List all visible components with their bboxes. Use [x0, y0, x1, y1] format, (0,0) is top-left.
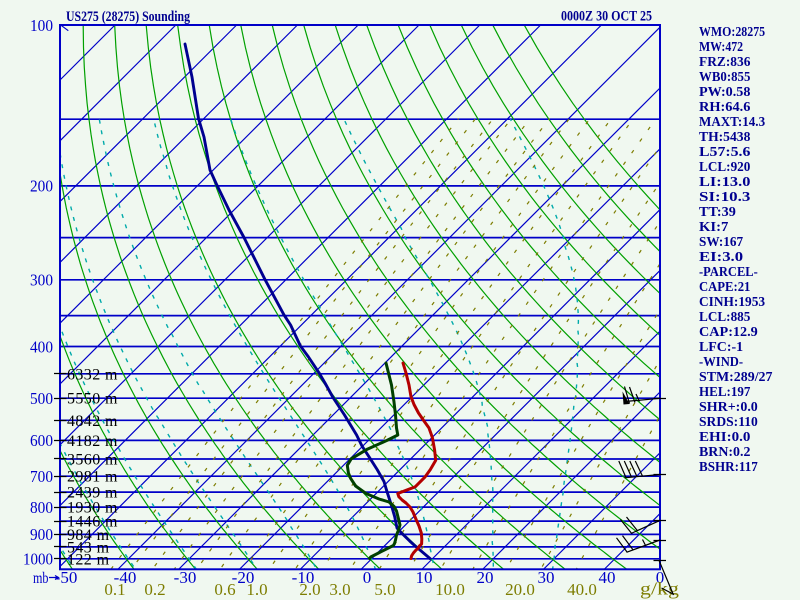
svg-text:EI:3.0: EI:3.0: [699, 249, 743, 264]
svg-text:5.0: 5.0: [374, 580, 395, 599]
svg-text:RH:64.6: RH:64.6: [699, 99, 751, 114]
svg-text:1.0: 1.0: [246, 580, 267, 599]
svg-text:30: 30: [538, 568, 555, 587]
svg-text:3560 m: 3560 m: [67, 452, 118, 469]
svg-text:L57:5.6: L57:5.6: [699, 144, 751, 159]
svg-text:SW:167: SW:167: [699, 234, 743, 249]
svg-text:STM:289/27: STM:289/27: [699, 369, 773, 384]
svg-text:EHI:0.0: EHI:0.0: [699, 429, 751, 444]
svg-text:0.1: 0.1: [104, 580, 125, 599]
svg-text:600: 600: [30, 431, 53, 450]
svg-text:TH:5438: TH:5438: [699, 129, 751, 144]
svg-text:700: 700: [30, 467, 53, 486]
svg-text:200: 200: [30, 177, 53, 196]
svg-text:4842 m: 4842 m: [67, 413, 118, 430]
svg-text:122 m: 122 m: [67, 551, 110, 568]
svg-text:-20: -20: [232, 568, 255, 587]
svg-text:LCL:885: LCL:885: [699, 309, 751, 324]
svg-text:HEL:197: HEL:197: [699, 384, 751, 399]
svg-text:US275 (28275) Sounding: US275 (28275) Sounding: [66, 9, 190, 25]
svg-text:SHR+:0.0: SHR+:0.0: [699, 399, 758, 414]
svg-text:300: 300: [30, 271, 53, 290]
svg-text:0: 0: [656, 568, 665, 587]
svg-text:CINH:1953: CINH:1953: [699, 294, 765, 309]
svg-text:-50: -50: [55, 568, 78, 587]
svg-text:900: 900: [30, 525, 53, 544]
svg-text:KI:7: KI:7: [699, 219, 729, 234]
svg-text:PW:0.58: PW:0.58: [699, 84, 751, 99]
svg-text:100: 100: [30, 16, 53, 35]
svg-text:-40: -40: [114, 568, 137, 587]
svg-text:FRZ:836: FRZ:836: [699, 54, 751, 69]
svg-text:400: 400: [30, 337, 53, 356]
svg-text:5550 m: 5550 m: [67, 391, 118, 408]
svg-text:WMO:28275: WMO:28275: [699, 24, 765, 39]
svg-text:2.0: 2.0: [299, 580, 320, 599]
svg-text:20.0: 20.0: [505, 580, 535, 599]
svg-text:2439 m: 2439 m: [67, 485, 118, 502]
svg-text:TT:39: TT:39: [699, 204, 736, 219]
svg-text:0.6: 0.6: [214, 580, 235, 599]
svg-text:40: 40: [599, 568, 616, 587]
svg-text:0: 0: [363, 568, 372, 587]
svg-text:g/kg: g/kg: [640, 579, 679, 599]
svg-text:10.0: 10.0: [435, 580, 465, 599]
svg-text:1446 m: 1446 m: [67, 514, 118, 531]
svg-text:20: 20: [477, 568, 494, 587]
svg-text:LFC:-1: LFC:-1: [699, 339, 743, 354]
svg-text:4182 m: 4182 m: [67, 433, 118, 450]
svg-text:MAXT:14.3: MAXT:14.3: [699, 114, 765, 129]
svg-text:6332 m: 6332 m: [67, 366, 118, 383]
svg-text:LI:13.0: LI:13.0: [699, 174, 751, 189]
svg-text:-30: -30: [174, 568, 197, 587]
svg-text:2981 m: 2981 m: [67, 469, 118, 486]
svg-text:40.0: 40.0: [567, 580, 597, 599]
svg-text:LCL:920: LCL:920: [699, 159, 751, 174]
svg-text:WB0:855: WB0:855: [699, 69, 751, 84]
svg-text:0000Z 30 OCT 25: 0000Z 30 OCT 25: [561, 9, 652, 25]
svg-text:SI:10.3: SI:10.3: [699, 189, 751, 204]
svg-text:543 m: 543 m: [67, 539, 110, 556]
svg-text:0.2: 0.2: [144, 580, 165, 599]
svg-text:CAP:12.9: CAP:12.9: [699, 324, 758, 339]
svg-text:800: 800: [30, 498, 53, 517]
svg-text:mb: mb: [33, 570, 49, 587]
svg-text:1930 m: 1930 m: [67, 500, 118, 517]
svg-text:3.0: 3.0: [329, 580, 350, 599]
svg-text:BSHR:117: BSHR:117: [699, 459, 758, 474]
svg-text:CAPE:21: CAPE:21: [699, 279, 751, 294]
svg-text:984 m: 984 m: [67, 527, 110, 544]
svg-text:500: 500: [30, 389, 53, 408]
svg-text:-10: -10: [292, 568, 315, 587]
svg-text:SRDS:110: SRDS:110: [699, 414, 758, 429]
svg-text:10: 10: [416, 568, 433, 587]
svg-text:-PARCEL-: -PARCEL-: [699, 264, 758, 279]
svg-text:MW:472: MW:472: [699, 39, 743, 54]
svg-text:BRN:0.2: BRN:0.2: [699, 444, 751, 459]
svg-text:-WIND-: -WIND-: [699, 354, 743, 369]
svg-text:1000: 1000: [23, 550, 53, 569]
